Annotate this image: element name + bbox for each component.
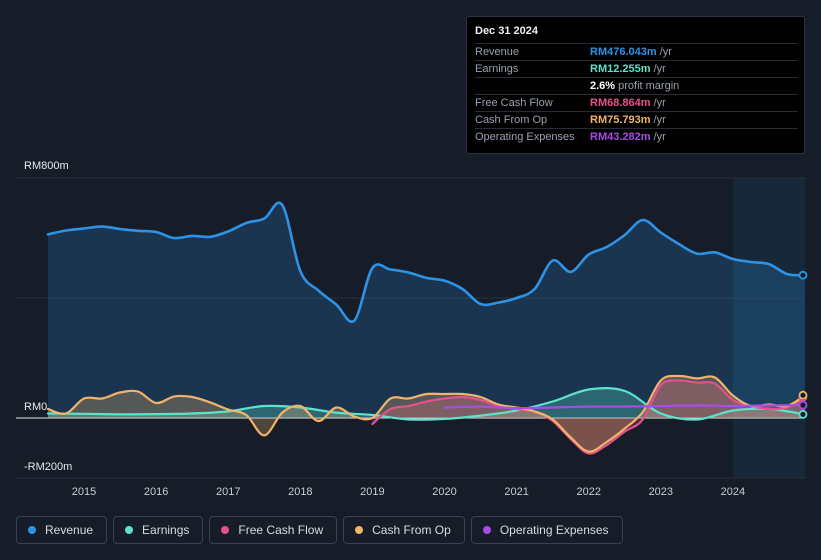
cash-from-op-area [48, 375, 805, 452]
legend-dot-icon [355, 526, 364, 534]
tooltip-row: Earnings RM12.255m /yr [475, 60, 798, 78]
legend-item-earnings[interactable]: Earnings [113, 516, 204, 544]
tooltip-row: 2.6% profit margin [475, 77, 798, 95]
x-tick-label: 2024 [721, 486, 745, 498]
tooltip-row-value: 2.6% profit margin [590, 80, 680, 92]
x-tick-label: 2019 [360, 486, 384, 498]
tooltip-row-label: Earnings [475, 63, 519, 75]
operating-expenses-line [443, 404, 807, 410]
y-tick-label: -RM200m [24, 461, 72, 473]
x-tick-label: 2018 [288, 486, 312, 498]
x-axis: 2015 2016 2017 2018 2019 2020 2021 2022 2023 2024 [72, 486, 745, 498]
tooltip-row: Operating Expenses RM43.282m /yr [475, 128, 798, 146]
x-tick-label: 2016 [144, 486, 168, 498]
series-endpoints [798, 270, 808, 419]
legend-item-cash-from-op[interactable]: Cash From Op [343, 516, 465, 544]
revenue-endpoint [798, 270, 808, 280]
tooltip-row: Free Cash Flow RM68.864m /yr [475, 94, 798, 112]
legend-item-operating-expenses[interactable]: Operating Expenses [470, 516, 623, 544]
series-areas [48, 202, 805, 454]
legend-item-free-cash-flow[interactable]: Free Cash Flow [209, 516, 338, 544]
legend-label: Operating Expenses [499, 523, 609, 537]
legend-dot-icon [221, 526, 230, 534]
tooltip-row-value: RM68.864m /yr [590, 97, 666, 109]
legend-dot-icon [125, 526, 134, 534]
x-tick-label: 2022 [576, 486, 600, 498]
free-cash-flow-line [371, 379, 807, 455]
legend-label: Revenue [45, 523, 94, 537]
revenue-area [48, 202, 805, 418]
legend-label: Free Cash Flow [238, 523, 324, 537]
legend-label: Cash From Op [372, 523, 451, 537]
gridlines [16, 177, 805, 479]
earnings-line [46, 387, 807, 421]
tooltip-row-label: Revenue [475, 46, 520, 58]
cash-from-op-line [46, 374, 807, 453]
x-tick-label: 2021 [504, 486, 528, 498]
tooltip-row-value: RM476.043m /yr [590, 46, 672, 58]
revenue-line [46, 201, 807, 324]
free-cash-flow-area [372, 380, 805, 454]
future-highlight-band [732, 178, 805, 478]
tooltip-row: Cash From Op RM75.793m /yr [475, 111, 798, 129]
x-tick-label: 2015 [72, 486, 96, 498]
series-lines [46, 201, 807, 455]
tooltip-row-label: Cash From Op [475, 114, 548, 126]
x-tick-label: 2023 [649, 486, 673, 498]
legend-dot-icon [482, 526, 491, 534]
tooltip-row-label: Operating Expenses [475, 131, 575, 143]
tooltip-row-value: RM43.282m /yr [590, 131, 666, 143]
y-tick-label: RM800m [24, 160, 69, 172]
legend-item-revenue[interactable]: Revenue [16, 516, 108, 544]
tooltip-date: Dec 31 2024 [475, 25, 538, 37]
legend: Revenue Earnings Free Cash Flow Cash From O… [16, 516, 623, 546]
y-tick-label: RM0 [24, 401, 47, 413]
tooltip-row: Revenue RM476.043m /yr [475, 43, 798, 61]
tooltip-row-label: Free Cash Flow [475, 97, 553, 109]
operating-expenses-endpoint [798, 400, 808, 410]
x-tick-label: 2020 [432, 486, 456, 498]
x-tick-label: 2017 [216, 486, 240, 498]
earnings-endpoint [798, 409, 808, 419]
tooltip-panel: Dec 31 2024 Revenue RM476.043m /yr Earning… [466, 16, 805, 154]
legend-dot-icon [28, 526, 36, 534]
cash-from-op-endpoint [798, 390, 808, 400]
tooltip-row-value: RM12.255m /yr [590, 63, 666, 75]
tooltip-row-value: RM75.793m /yr [590, 114, 666, 126]
y-axis: RM800m RM0 -RM200m [24, 160, 72, 473]
legend-label: Earnings [142, 523, 190, 537]
